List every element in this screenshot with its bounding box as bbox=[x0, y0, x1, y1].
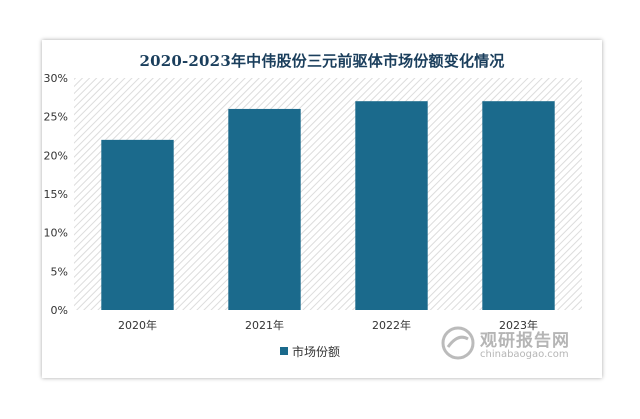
bar-chart: 0% 5% 10% 15% 20% 25% 30% 2020年 2021年 2022年 2023年… bbox=[44, 72, 582, 359]
bar bbox=[101, 139, 174, 310]
y-tick-label: 20% bbox=[44, 149, 68, 162]
y-tick-label: 0% bbox=[51, 304, 68, 317]
bars bbox=[101, 101, 555, 310]
bar bbox=[482, 101, 555, 310]
legend-swatch bbox=[280, 347, 288, 355]
y-tick-label: 5% bbox=[51, 265, 68, 278]
watermark-url: chinabaogao.com bbox=[480, 349, 569, 360]
x-tick-label: 2023年 bbox=[499, 318, 538, 332]
y-tick-label: 25% bbox=[44, 111, 68, 124]
watermark-text: 观研报告网 bbox=[480, 331, 570, 351]
legend-label: 市场份额 bbox=[292, 344, 340, 359]
legend: 市场份额 bbox=[280, 344, 340, 359]
bar bbox=[228, 108, 301, 310]
x-tick-label: 2020年 bbox=[118, 318, 157, 332]
y-tick-label: 30% bbox=[44, 72, 68, 85]
x-tick-label: 2022年 bbox=[372, 318, 411, 332]
chart-frame: 2020-2023年中伟股份三元前驱体市场份额变化情况 0% 5% 10% 15% 20… bbox=[42, 40, 602, 378]
y-axis: 0% 5% 10% 15% 20% 25% 30% bbox=[44, 72, 68, 317]
y-tick-label: 15% bbox=[44, 188, 68, 201]
y-tick-label: 10% bbox=[44, 227, 68, 240]
x-axis: 2020年 2021年 2022年 2023年 bbox=[118, 318, 538, 332]
watermark: 观研报告网 chinabaogao.com bbox=[430, 322, 610, 366]
chart-title: 2020-2023年中伟股份三元前驱体市场份额变化情况 bbox=[139, 52, 505, 70]
bar bbox=[355, 101, 428, 310]
watermark-logo-icon bbox=[441, 326, 475, 360]
x-tick-label: 2021年 bbox=[245, 318, 284, 332]
